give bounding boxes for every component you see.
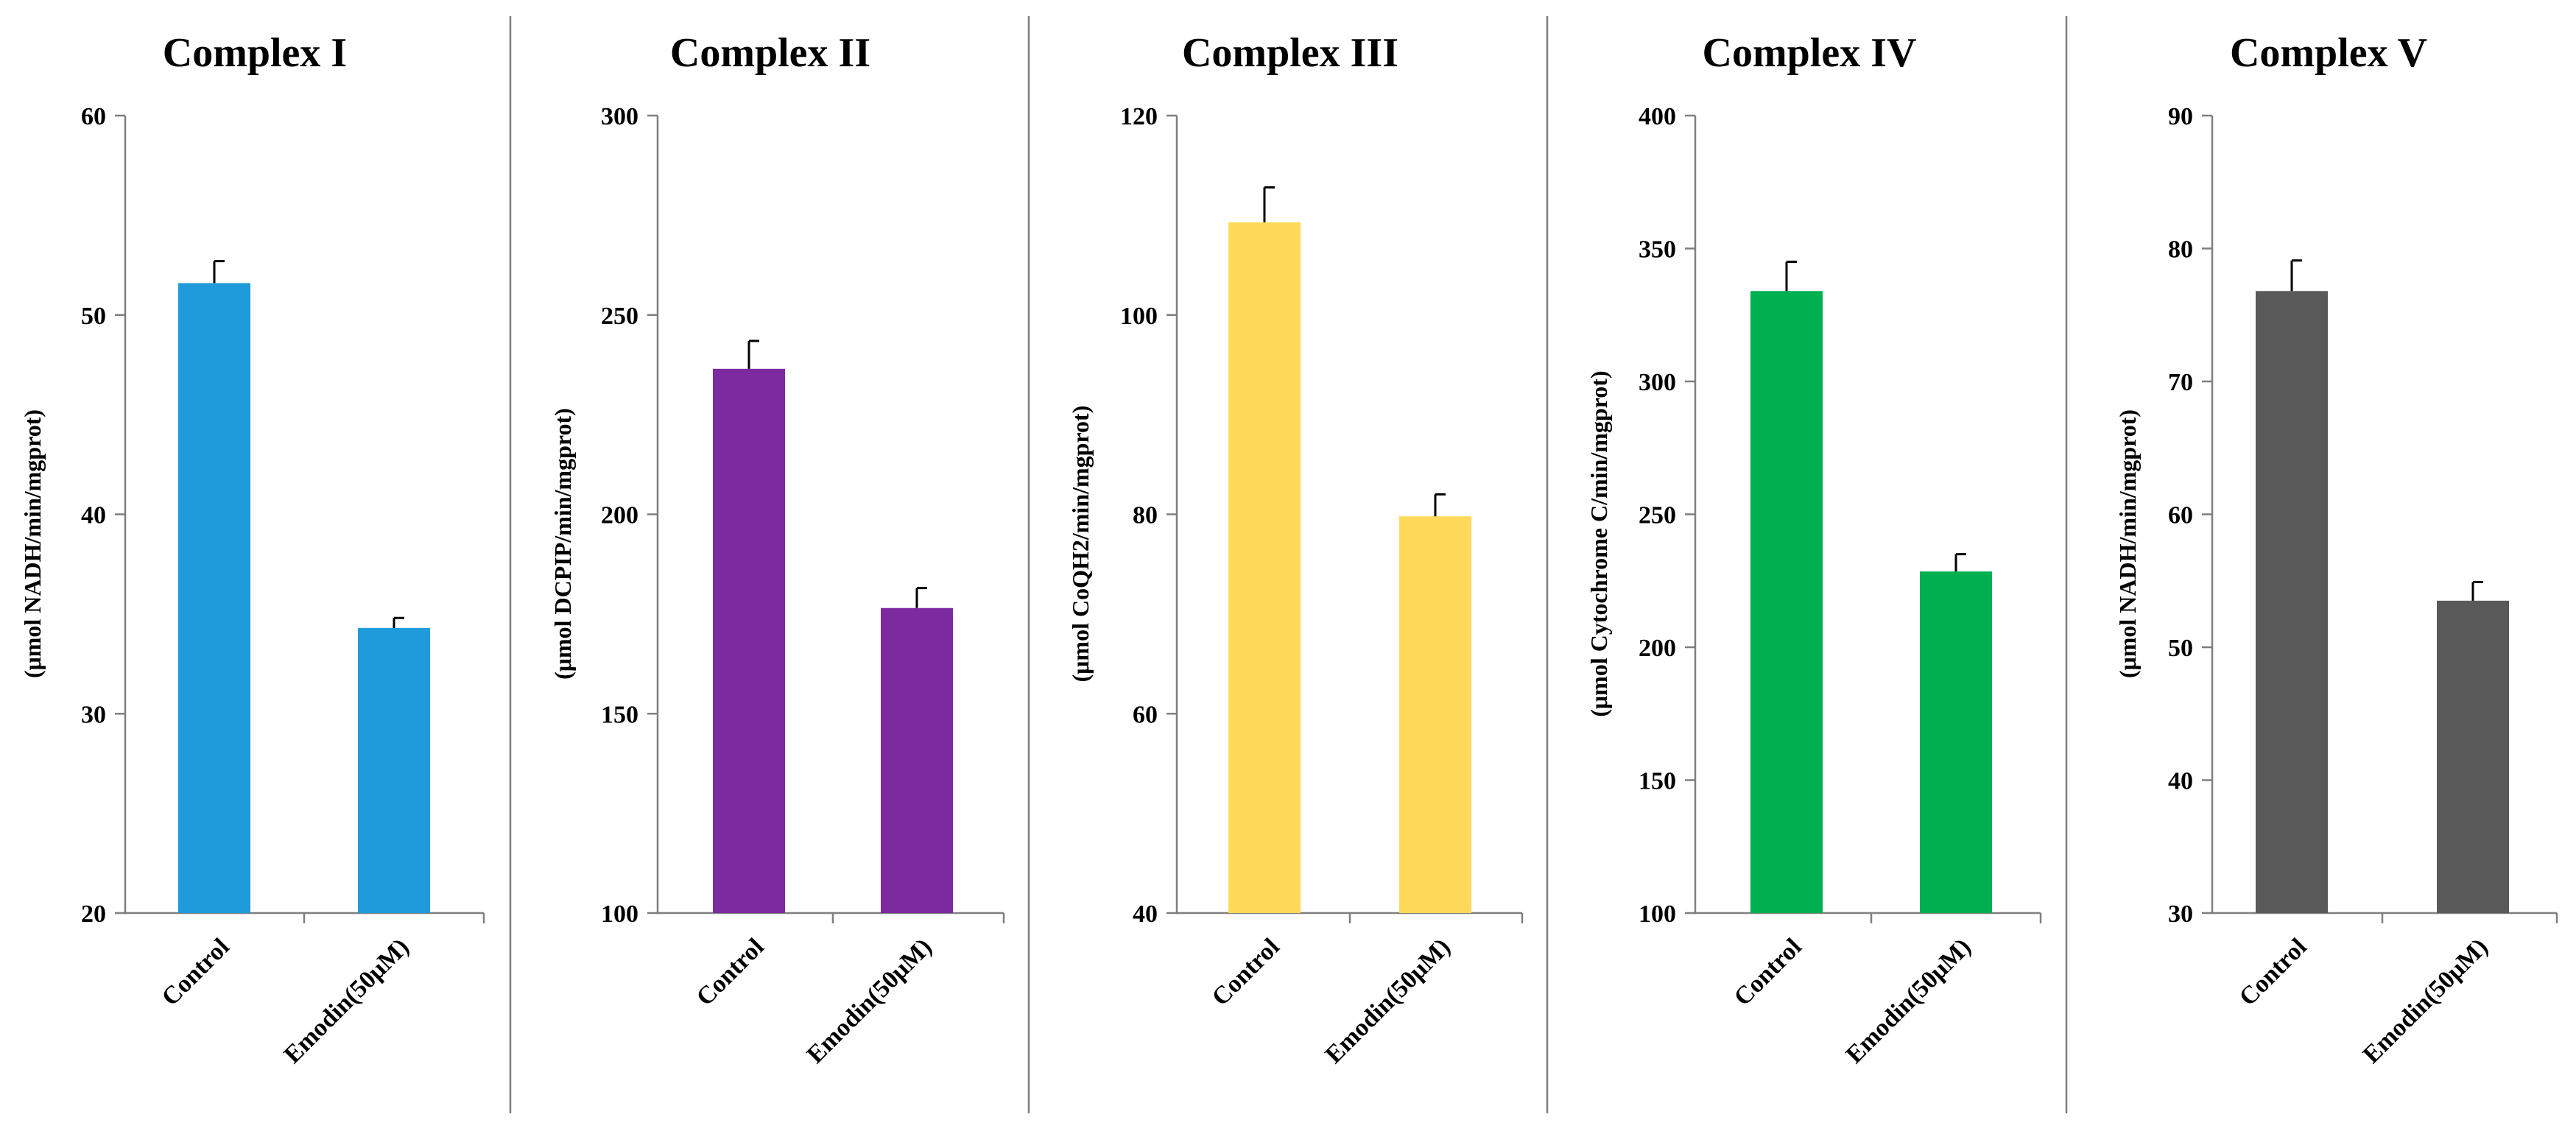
x-category-label: Emodin(50μM) (802, 933, 937, 1068)
y-axis-label: (μmol DCPIP/min/mgprot) (549, 408, 576, 680)
y-tick-label: 80 (1133, 502, 1158, 529)
y-tick-label: 200 (601, 502, 638, 529)
y-tick-label: 350 (1639, 236, 1676, 264)
y-tick-label: 40 (81, 502, 106, 529)
y-tick-label: 60 (81, 103, 106, 130)
y-tick-label: 120 (1120, 103, 1158, 130)
bar-emodin (881, 607, 953, 913)
y-tick-label: 100 (1639, 901, 1676, 928)
y-tick-label: 30 (2168, 901, 2193, 928)
error-bar (2471, 581, 2483, 601)
bar-control (2256, 291, 2328, 913)
y-axis-label: (μmol CoQH2/min/mgprot) (1067, 406, 1094, 683)
x-category-label: Control (1729, 933, 1807, 1011)
y-tick-label: 90 (2168, 103, 2193, 130)
chart-panel-1: Complex I (μmol NADH/min/mgprot) 20 30 40 50 6… (19, 30, 485, 1069)
y-tick-label: 60 (1133, 701, 1158, 728)
chart-title: Complex III (1182, 30, 1398, 76)
chart-panel-3: Complex III (μmol CoQH2/min/mgprot) 40 60 80… (1067, 30, 1524, 1069)
y-tick-label: 250 (601, 303, 638, 330)
chart-title: Complex II (670, 30, 870, 76)
y-tick-label: 200 (1639, 635, 1676, 662)
y-tick-label: 80 (2168, 236, 2193, 264)
error-bar (1785, 261, 1797, 292)
error-bar (1263, 186, 1275, 222)
x-category-label: Emodin(50μM) (279, 933, 415, 1068)
panel-dividers (509, 16, 2068, 1113)
x-category-label: Emodin(50μM) (2358, 933, 2494, 1068)
y-tick-label: 40 (1133, 901, 1158, 928)
x-category-label: Control (157, 933, 235, 1011)
error-bar (393, 616, 404, 628)
x-category-label: Emodin(50μM) (1841, 933, 1977, 1068)
y-tick-label: 20 (81, 901, 106, 928)
bar-emodin (1920, 571, 1992, 913)
error-bar (915, 587, 927, 608)
error-bar (747, 339, 759, 369)
y-tick-label: 300 (1639, 369, 1676, 396)
x-category-label: Control (2234, 933, 2312, 1011)
x-category-label: Control (1207, 933, 1285, 1011)
chart-title: Complex IV (1703, 30, 1917, 76)
y-tick-label: 50 (81, 303, 106, 330)
y-tick-label: 100 (1120, 303, 1158, 330)
bar-control (178, 283, 250, 913)
x-category-label: Emodin(50μM) (1320, 933, 1456, 1068)
chart-title: Complex V (2230, 30, 2427, 76)
chart-title: Complex I (163, 30, 347, 76)
y-axis-label: (μmol NADH/min/mgprot) (2114, 409, 2141, 678)
y-tick-label: 70 (2168, 369, 2193, 396)
bar-control (1228, 222, 1301, 913)
y-tick-label: 150 (1639, 768, 1676, 795)
y-axis-label: (μmol NADH/min/mgprot) (19, 409, 46, 678)
bar-control (713, 368, 785, 913)
x-category-label: Control (691, 933, 770, 1011)
y-tick-label: 30 (81, 701, 106, 728)
error-bar (2290, 259, 2302, 292)
bar-emodin (2437, 600, 2509, 913)
chart-panel-2: Complex II (μmol DCPIP/min/mgprot) 100 150 2… (549, 30, 1005, 1069)
bar-emodin (358, 627, 430, 913)
chart-panel-5: Complex V (μmol NADH/min/mgprot) 30 40 50 60 7… (2114, 30, 2558, 1069)
chart-panel-4: Complex IV (μmol Cytochrome C/min/mgprot)… (1586, 30, 2042, 1069)
y-tick-label: 300 (601, 103, 638, 130)
chart-panels: Complex I (μmol NADH/min/mgprot) 20 30 40 50 6… (19, 30, 2558, 1069)
y-tick-label: 50 (2168, 635, 2193, 662)
y-tick-label: 250 (1639, 502, 1676, 529)
y-tick-label: 400 (1639, 103, 1676, 130)
bar-emodin (1399, 516, 1471, 913)
y-tick-label: 40 (2168, 768, 2193, 795)
y-tick-label: 100 (601, 901, 638, 928)
y-tick-label: 60 (2168, 502, 2193, 529)
bar-control (1750, 291, 1823, 913)
error-bar (1954, 553, 1966, 572)
error-bar (213, 260, 225, 283)
y-tick-label: 150 (601, 701, 638, 728)
error-bar (1434, 493, 1446, 517)
y-axis-label: (μmol Cytochrome C/min/mgprot) (1586, 370, 1612, 716)
